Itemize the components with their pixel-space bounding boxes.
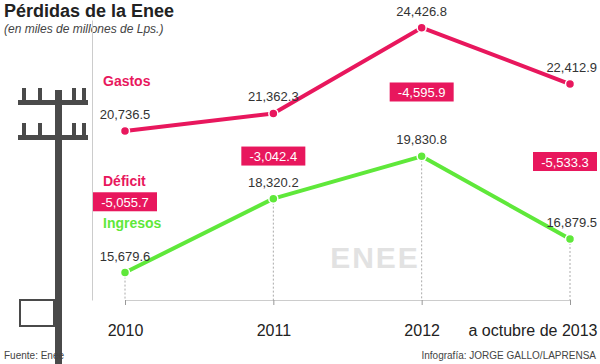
x-tick-label: 2012	[404, 322, 440, 339]
deficit-label: -5,533.3	[541, 155, 589, 170]
point	[269, 109, 278, 118]
pole	[55, 90, 62, 364]
deficit-box	[533, 152, 597, 171]
subtitle: (en miles de millones de Lps.)	[4, 22, 163, 36]
insulator	[82, 88, 86, 100]
labels: Gastos 20,736.5 21,362.3 24,426.8 22,412.9 In…	[93, 4, 597, 264]
deficit-label: -3,042.4	[249, 149, 297, 164]
deficit-box	[390, 82, 454, 101]
credit: Infografía: JORGE GALLO/LAPRENSA	[421, 350, 596, 361]
x-axis: 2010 2011 2012 a octubre de 2013	[108, 300, 598, 339]
data-label: 20,736.5	[100, 107, 151, 122]
series-line	[125, 156, 570, 272]
deficit-box	[93, 192, 157, 211]
insulator	[22, 88, 26, 100]
y-axis-line	[92, 21, 93, 301]
x-tick-mark	[422, 300, 423, 305]
data-label: 19,830.8	[396, 132, 447, 147]
point	[121, 268, 130, 277]
x-tick: 2010	[108, 300, 144, 339]
x-tick-mark	[125, 300, 126, 305]
x-tick-label: a octubre de 2013	[469, 322, 598, 339]
data-label: 15,679.6	[100, 249, 151, 264]
x-tick-label: 2011	[257, 322, 292, 339]
insulator	[38, 123, 42, 135]
data-label: 22,412.9	[546, 60, 597, 75]
deficit-label: -4,595.9	[398, 85, 446, 100]
insulator	[38, 88, 42, 100]
deficit-label: -5,055.7	[101, 195, 149, 210]
title: Pérdidas de la Enee	[4, 1, 174, 21]
x-tick: 2011	[257, 300, 292, 339]
watermark: ENEE	[330, 241, 420, 274]
source: Fuente: Enee	[4, 350, 64, 361]
point	[566, 80, 575, 89]
y-axis	[92, 21, 93, 301]
x-tick-label: 2010	[108, 322, 144, 339]
series-name: Ingresos	[103, 215, 162, 231]
point	[269, 194, 278, 203]
point	[417, 23, 426, 32]
insulator	[22, 123, 26, 135]
data-label: 18,320.2	[248, 175, 299, 190]
insulator	[72, 88, 76, 100]
insulator	[82, 123, 86, 135]
point	[417, 152, 426, 161]
platform	[20, 300, 54, 326]
series-name: Gastos	[103, 73, 151, 89]
insulator	[72, 123, 76, 135]
crossarm	[18, 100, 88, 105]
crossarm	[18, 135, 88, 140]
pole-illustration	[18, 88, 88, 364]
point	[121, 126, 130, 135]
x-tick-mark	[273, 300, 274, 305]
x-tick: a octubre de 2013	[469, 300, 598, 339]
data-label: 24,426.8	[396, 4, 447, 19]
x-axis-line	[126, 300, 571, 301]
drop-line	[570, 239, 571, 300]
drop-line	[421, 156, 422, 300]
point	[566, 234, 575, 243]
deficit-box	[241, 147, 305, 166]
deficit-name: Déficit	[103, 173, 146, 189]
x-tick-mark	[570, 300, 571, 305]
data-label: 21,362.3	[248, 89, 299, 104]
plot-marks	[121, 23, 575, 300]
chart: Pérdidas de la Enee(en miles de millones…	[0, 0, 600, 364]
drop-line	[273, 199, 274, 300]
data-label: 16,879.5	[546, 215, 597, 230]
series-line	[125, 28, 570, 131]
x-tick: 2012	[404, 300, 440, 339]
